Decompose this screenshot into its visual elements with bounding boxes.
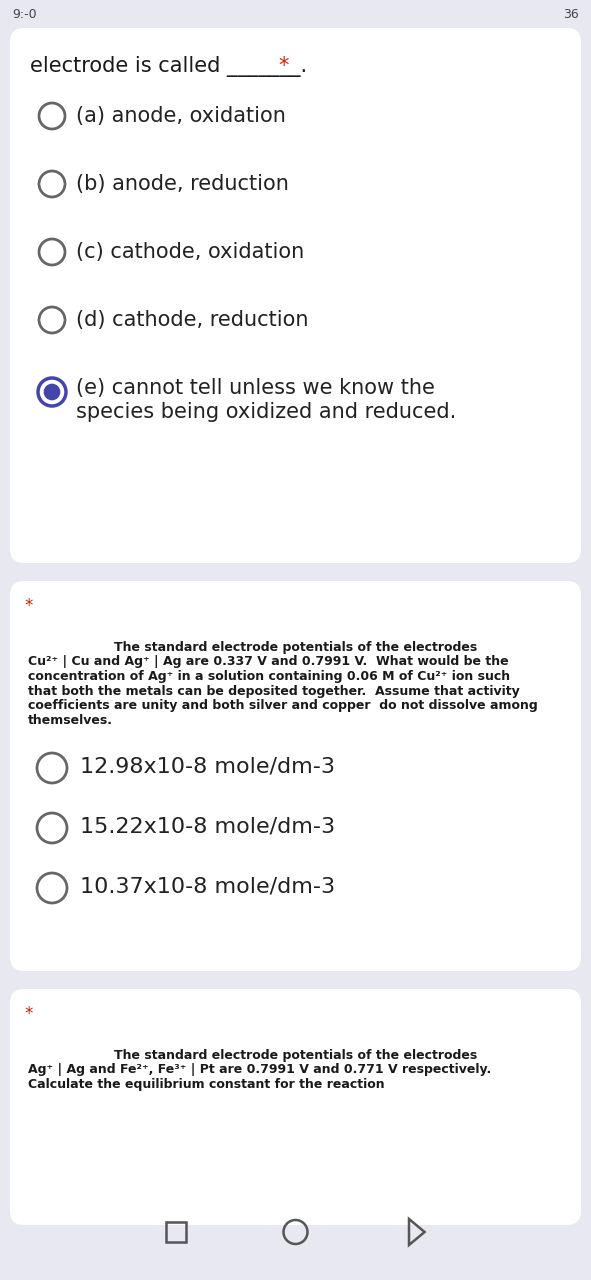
- Bar: [165, 1222, 186, 1242]
- Circle shape: [45, 385, 59, 399]
- Text: 36: 36: [563, 8, 579, 20]
- Text: Ag⁺ | Ag and Fe²⁺, Fe³⁺ | Pt are 0.7991 V and 0.771 V respectively.: Ag⁺ | Ag and Fe²⁺, Fe³⁺ | Pt are 0.7991 …: [28, 1064, 491, 1076]
- Text: (b) anode, reduction: (b) anode, reduction: [76, 174, 289, 195]
- Text: (c) cathode, oxidation: (c) cathode, oxidation: [76, 242, 304, 262]
- Text: *: *: [24, 596, 33, 614]
- Text: species being oxidized and reduced.: species being oxidized and reduced.: [76, 402, 456, 422]
- Text: themselves.: themselves.: [28, 713, 113, 727]
- Text: 9:-0: 9:-0: [12, 8, 37, 20]
- Text: (e) cannot tell unless we know the: (e) cannot tell unless we know the: [76, 378, 435, 398]
- Text: The standard electrode potentials of the electrodes: The standard electrode potentials of the…: [114, 641, 477, 654]
- Text: Calculate the equilibrium constant for the reaction: Calculate the equilibrium constant for t…: [28, 1078, 385, 1091]
- Text: that both the metals can be deposited together.  Assume that activity: that both the metals can be deposited to…: [28, 685, 519, 698]
- Text: coefficients are unity and both silver and copper  do not dissolve among: coefficients are unity and both silver a…: [28, 699, 538, 712]
- Text: (d) cathode, reduction: (d) cathode, reduction: [76, 310, 309, 330]
- Text: concentration of Ag⁺ in a solution containing 0.06 M of Cu²⁺ ion such: concentration of Ag⁺ in a solution conta…: [28, 669, 510, 684]
- Text: electrode is called _______.: electrode is called _______.: [30, 56, 307, 77]
- Text: (a) anode, oxidation: (a) anode, oxidation: [76, 106, 286, 125]
- Text: The standard electrode potentials of the electrodes: The standard electrode potentials of the…: [114, 1050, 477, 1062]
- Text: *: *: [278, 56, 288, 76]
- Text: 12.98x10-8 mole/dm-3: 12.98x10-8 mole/dm-3: [80, 756, 335, 776]
- FancyBboxPatch shape: [10, 989, 581, 1225]
- FancyBboxPatch shape: [10, 581, 581, 972]
- Text: 10.37x10-8 mole/dm-3: 10.37x10-8 mole/dm-3: [80, 876, 335, 896]
- Text: 15.22x10-8 mole/dm-3: 15.22x10-8 mole/dm-3: [80, 817, 335, 836]
- Text: Cu²⁺ | Cu and Ag⁺ | Ag are 0.337 V and 0.7991 V.  What would be the: Cu²⁺ | Cu and Ag⁺ | Ag are 0.337 V and 0…: [28, 655, 509, 668]
- Text: *: *: [24, 1005, 33, 1023]
- FancyBboxPatch shape: [10, 28, 581, 563]
